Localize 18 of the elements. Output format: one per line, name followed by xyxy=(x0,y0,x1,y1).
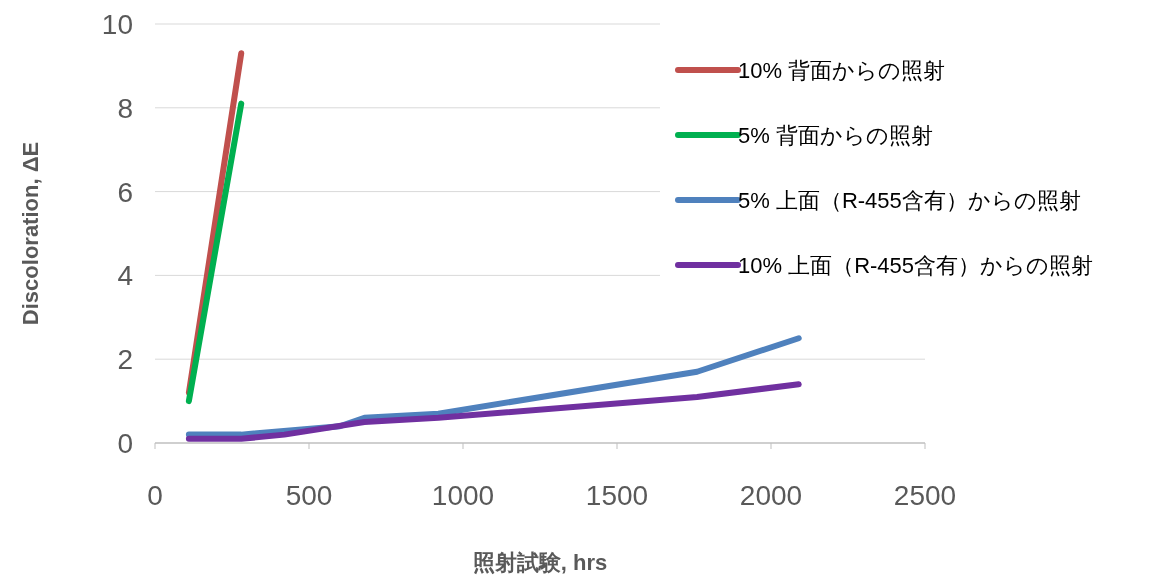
x-tick-label: 0 xyxy=(147,480,163,511)
x-tick-label: 1500 xyxy=(585,480,649,511)
x-tick-label: 2000 xyxy=(739,480,803,511)
y-tick-label: 8 xyxy=(117,92,133,124)
y-tick-label: 6 xyxy=(117,176,133,208)
x-axis-title: 照射試験, hrs xyxy=(472,550,608,575)
y-tick-label: 2 xyxy=(117,344,133,376)
legend-label: 5% 背面からの照射 xyxy=(738,123,933,148)
y-axis-title: Discoloration, ΔE xyxy=(18,141,43,326)
x-tick-label: 2500 xyxy=(893,480,957,511)
x-tick-label: 1000 xyxy=(431,480,495,511)
legend-label: 10% 背面からの照射 xyxy=(738,58,946,83)
legend-label: 5% 上面（R-455含有）からの照射 xyxy=(738,188,1081,213)
y-tick-label: 10 xyxy=(101,9,133,40)
legend-label: 10% 上面（R-455含有）からの照射 xyxy=(738,253,1094,278)
y-tick-label: 0 xyxy=(117,428,133,459)
y-tick-label: 4 xyxy=(117,260,133,292)
x-tick-label: 500 xyxy=(285,480,333,511)
